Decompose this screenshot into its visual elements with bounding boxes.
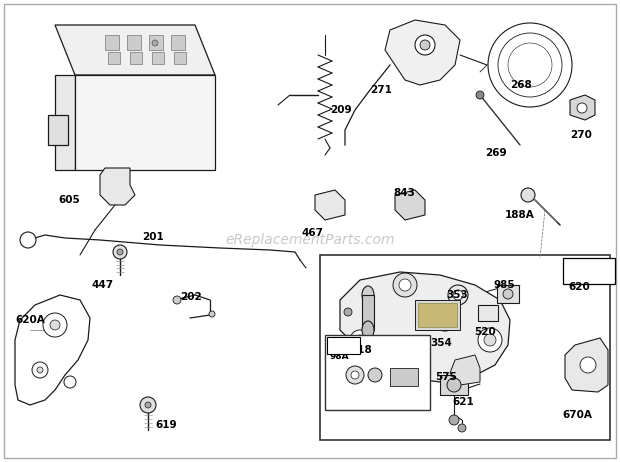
Text: 353: 353 xyxy=(446,290,467,300)
Circle shape xyxy=(64,376,76,388)
Ellipse shape xyxy=(362,286,374,304)
Text: 575: 575 xyxy=(435,372,457,382)
Text: 620A: 620A xyxy=(15,315,45,325)
Circle shape xyxy=(393,273,417,297)
Circle shape xyxy=(458,424,466,432)
Text: 605: 605 xyxy=(58,195,80,205)
Circle shape xyxy=(521,188,535,202)
Circle shape xyxy=(440,315,450,325)
Polygon shape xyxy=(105,35,119,50)
Polygon shape xyxy=(127,35,141,50)
Circle shape xyxy=(577,103,587,113)
Circle shape xyxy=(113,245,127,259)
Text: 620: 620 xyxy=(568,282,590,292)
Circle shape xyxy=(32,362,48,378)
Bar xyxy=(497,285,519,303)
Circle shape xyxy=(484,334,496,346)
Text: 209: 209 xyxy=(330,105,352,115)
Circle shape xyxy=(173,296,181,304)
Circle shape xyxy=(43,313,67,337)
Circle shape xyxy=(447,378,461,392)
Circle shape xyxy=(20,232,36,248)
Polygon shape xyxy=(55,25,215,75)
Bar xyxy=(478,305,498,321)
FancyBboxPatch shape xyxy=(327,336,360,353)
Circle shape xyxy=(420,40,430,50)
Text: 269: 269 xyxy=(485,148,507,158)
Polygon shape xyxy=(395,190,425,220)
Text: 618: 618 xyxy=(350,345,372,355)
Polygon shape xyxy=(315,190,345,220)
Text: 520: 520 xyxy=(474,327,496,337)
Circle shape xyxy=(448,285,468,305)
Circle shape xyxy=(449,415,459,425)
Polygon shape xyxy=(385,20,460,85)
Bar xyxy=(390,368,418,386)
Polygon shape xyxy=(174,52,186,64)
Circle shape xyxy=(498,33,562,97)
Circle shape xyxy=(434,309,456,331)
Polygon shape xyxy=(149,35,163,50)
Polygon shape xyxy=(130,52,142,64)
Circle shape xyxy=(355,335,365,345)
Circle shape xyxy=(350,330,370,350)
Circle shape xyxy=(368,368,382,382)
Text: 188A: 188A xyxy=(505,210,534,220)
Circle shape xyxy=(488,23,572,107)
Bar xyxy=(418,303,457,327)
Bar xyxy=(325,335,430,410)
Text: 670A: 670A xyxy=(562,410,592,420)
Circle shape xyxy=(503,289,513,299)
Circle shape xyxy=(37,367,43,373)
Circle shape xyxy=(344,308,352,316)
Polygon shape xyxy=(171,35,185,50)
Text: 270: 270 xyxy=(570,130,592,140)
Circle shape xyxy=(117,249,123,255)
Circle shape xyxy=(351,371,359,379)
Circle shape xyxy=(415,35,435,55)
Polygon shape xyxy=(570,95,595,120)
Circle shape xyxy=(346,366,364,384)
Polygon shape xyxy=(152,52,164,64)
Circle shape xyxy=(209,311,215,317)
Text: 268: 268 xyxy=(510,80,532,90)
Bar xyxy=(320,255,610,440)
Text: 985: 985 xyxy=(494,280,516,290)
Ellipse shape xyxy=(362,321,374,339)
Circle shape xyxy=(580,357,596,373)
Circle shape xyxy=(478,328,502,352)
Circle shape xyxy=(508,43,552,87)
Polygon shape xyxy=(55,75,75,170)
Text: 354: 354 xyxy=(430,338,452,348)
Circle shape xyxy=(152,40,158,46)
Polygon shape xyxy=(450,355,480,385)
Circle shape xyxy=(453,290,463,300)
Text: 98A: 98A xyxy=(330,352,350,361)
Polygon shape xyxy=(100,168,135,205)
FancyBboxPatch shape xyxy=(563,258,615,284)
Circle shape xyxy=(145,402,151,408)
Circle shape xyxy=(399,279,411,291)
Polygon shape xyxy=(108,52,120,64)
Text: 201: 201 xyxy=(142,232,164,242)
Polygon shape xyxy=(565,338,608,392)
Circle shape xyxy=(140,397,156,413)
Bar xyxy=(362,295,374,330)
Circle shape xyxy=(476,91,484,99)
Text: 467: 467 xyxy=(302,228,324,238)
Text: 843: 843 xyxy=(393,188,415,198)
Text: 202: 202 xyxy=(180,292,202,302)
Polygon shape xyxy=(48,115,68,145)
Polygon shape xyxy=(340,272,510,382)
Text: 621: 621 xyxy=(452,397,474,407)
Text: 619: 619 xyxy=(155,420,177,430)
Bar xyxy=(415,300,460,330)
Bar xyxy=(440,375,468,395)
Text: eReplacementParts.com: eReplacementParts.com xyxy=(225,233,395,247)
Polygon shape xyxy=(75,75,215,170)
Polygon shape xyxy=(15,295,90,405)
Text: 271: 271 xyxy=(370,85,392,95)
Text: 447: 447 xyxy=(92,280,114,290)
Circle shape xyxy=(50,320,60,330)
